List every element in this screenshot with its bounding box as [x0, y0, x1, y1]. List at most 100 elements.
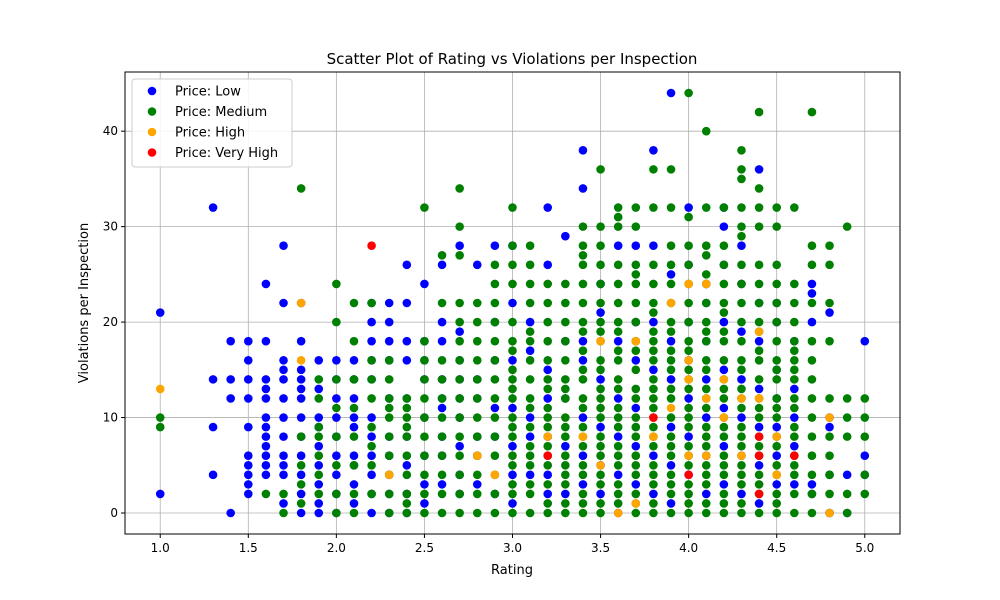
data-point	[296, 451, 306, 461]
data-point	[596, 432, 605, 441]
data-point	[508, 451, 517, 461]
data-point	[367, 422, 376, 432]
data-point	[807, 298, 817, 308]
data-point	[578, 470, 588, 480]
data-point	[578, 222, 588, 231]
data-point	[578, 327, 588, 336]
data-point	[684, 260, 693, 270]
data-point	[666, 470, 676, 480]
data-point	[684, 394, 693, 403]
data-point	[455, 451, 464, 461]
data-point	[314, 460, 324, 470]
x-tick-label: 4.0	[679, 541, 698, 555]
data-point	[367, 317, 376, 327]
data-point	[561, 384, 570, 394]
data-point	[261, 470, 271, 480]
data-point	[701, 317, 711, 327]
data-point	[666, 480, 676, 489]
data-point	[543, 384, 553, 394]
data-point	[314, 451, 324, 461]
data-point	[613, 460, 623, 470]
data-point	[261, 432, 271, 441]
data-point	[790, 336, 799, 346]
data-point	[613, 317, 623, 327]
data-point	[472, 260, 482, 270]
data-point	[737, 355, 746, 365]
data-point	[490, 508, 500, 518]
data-point	[649, 365, 658, 375]
data-point	[719, 308, 729, 317]
data-point	[279, 365, 288, 375]
data-point	[455, 298, 464, 308]
data-point	[420, 413, 429, 422]
data-point	[772, 279, 782, 289]
data-point	[314, 422, 324, 432]
data-point	[261, 441, 271, 451]
data-point	[790, 470, 799, 480]
data-point	[666, 270, 676, 279]
data-point	[349, 336, 359, 346]
data-point	[561, 355, 570, 365]
data-point	[701, 489, 711, 499]
data-point	[772, 508, 782, 518]
legend-label: Price: High	[175, 126, 245, 141]
data-point	[296, 298, 306, 308]
data-point	[790, 451, 799, 461]
data-point	[525, 441, 535, 451]
data-point	[772, 394, 782, 403]
data-point	[613, 489, 623, 499]
data-point	[772, 336, 782, 346]
data-point	[296, 508, 306, 518]
data-point	[349, 413, 359, 422]
data-point	[455, 336, 464, 346]
data-point	[596, 165, 605, 174]
data-point	[772, 480, 782, 489]
data-point	[402, 260, 412, 270]
data-point	[701, 203, 711, 212]
data-point	[349, 432, 359, 441]
data-point	[666, 355, 676, 365]
x-tick-label: 4.5	[767, 541, 786, 555]
data-point	[578, 489, 588, 499]
data-point	[807, 432, 817, 441]
data-point	[508, 317, 517, 327]
data-point	[402, 451, 412, 461]
data-point	[525, 327, 535, 336]
data-point	[754, 441, 764, 451]
data-point	[437, 394, 447, 403]
data-point	[420, 355, 429, 365]
legend-marker	[147, 148, 157, 157]
data-point	[631, 241, 641, 251]
data-point	[490, 279, 500, 289]
data-point	[243, 422, 253, 432]
data-point	[596, 384, 605, 394]
data-point	[402, 394, 412, 403]
data-point	[649, 260, 658, 270]
data-point	[807, 336, 817, 346]
data-point	[754, 222, 764, 231]
data-point	[807, 317, 817, 327]
data-point	[472, 508, 482, 518]
data-point	[367, 470, 376, 480]
data-point	[543, 260, 553, 270]
data-point	[525, 508, 535, 518]
data-point	[261, 489, 271, 499]
data-point	[737, 327, 746, 336]
data-point	[437, 451, 447, 461]
data-point	[631, 346, 641, 356]
data-point	[561, 489, 570, 499]
data-point	[279, 460, 288, 470]
data-point	[384, 413, 394, 422]
data-point	[437, 413, 447, 422]
data-point	[279, 499, 288, 508]
data-point	[790, 203, 799, 212]
data-point	[349, 375, 359, 384]
data-point	[790, 422, 799, 432]
data-point	[737, 508, 746, 518]
data-point	[402, 355, 412, 365]
data-point	[455, 241, 464, 251]
data-point	[719, 327, 729, 336]
data-point	[701, 499, 711, 508]
data-point	[490, 413, 500, 422]
